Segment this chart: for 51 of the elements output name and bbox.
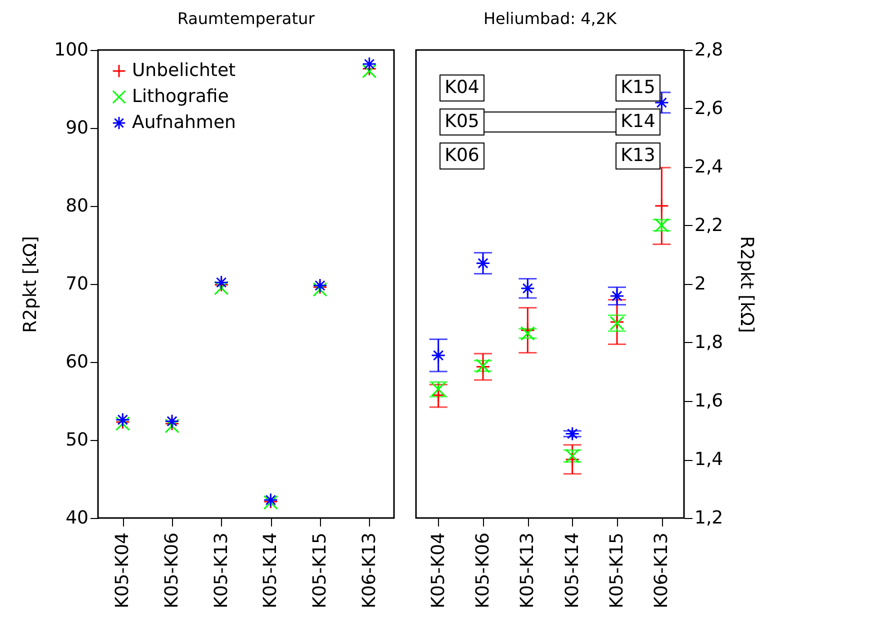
y2-tick-label: 2,6 xyxy=(694,98,724,119)
x-tick-label: K06-K13 xyxy=(358,532,380,608)
annotation: K13 xyxy=(620,145,656,166)
x-tick-label: K05-K15 xyxy=(606,532,628,608)
x-tick-label: K05-K04 xyxy=(112,532,134,608)
annotation: K06 xyxy=(444,145,480,166)
annotation: K15 xyxy=(620,77,656,98)
y-tick-label: 40 xyxy=(66,508,88,528)
legend-label: Lithografie xyxy=(132,86,229,107)
point xyxy=(214,280,229,296)
x-tick-label: K06-K13 xyxy=(651,532,672,608)
y2-tick-label: 2,4 xyxy=(694,156,724,178)
x-tick-label: K05-K13 xyxy=(517,532,538,608)
y-tick-label: 70 xyxy=(66,274,88,294)
point xyxy=(565,452,580,467)
point xyxy=(362,56,377,72)
y2-tick-label: 1,8 xyxy=(694,332,724,353)
chart-title: Raumtemperatur xyxy=(177,9,316,28)
point xyxy=(520,322,535,338)
y-tick-label: 100 xyxy=(54,40,88,60)
y2-tick-label: 2,2 xyxy=(694,215,724,236)
y2-axis-title: R2pkt [kΩ] xyxy=(736,236,758,333)
y2-tick-label: 2 xyxy=(694,274,706,294)
x-tick-label: K05-K06 xyxy=(472,532,494,608)
y-tick-label: 80 xyxy=(66,196,88,216)
x-tick-label: K05-K13 xyxy=(210,532,232,608)
y2-tick-label: 1,6 xyxy=(694,390,724,412)
y-tick-label: 90 xyxy=(66,118,88,138)
y2-tick-label: 1,4 xyxy=(694,449,724,470)
annotation: K05 xyxy=(444,111,480,132)
point xyxy=(520,281,535,296)
point xyxy=(476,256,490,270)
y2-tick-label: 1,2 xyxy=(694,508,724,528)
annotation: K04 xyxy=(444,77,480,98)
point xyxy=(654,198,669,214)
point xyxy=(654,95,669,110)
x-tick-label: K05-K06 xyxy=(162,532,182,608)
point xyxy=(431,348,446,363)
annotation: K14 xyxy=(620,111,656,132)
y-tick-label: 60 xyxy=(66,352,88,372)
chart-title: Heliumbad: 4,2K xyxy=(483,9,618,28)
point xyxy=(565,426,580,442)
x-tick-label: K05-K14 xyxy=(260,532,282,608)
legend-label: Unbelichtet xyxy=(132,60,236,81)
y-axis-title: R2pkt [kΩ] xyxy=(20,236,42,333)
y-tick-label: 50 xyxy=(66,430,88,450)
legend-label: Aufnahmen xyxy=(132,112,236,133)
x-tick-label: K05-K15 xyxy=(310,532,330,608)
y2-tick-label: 2,8 xyxy=(694,40,724,60)
x-tick-label: K05-K14 xyxy=(562,532,583,608)
x-tick-label: K05-K04 xyxy=(428,532,449,608)
